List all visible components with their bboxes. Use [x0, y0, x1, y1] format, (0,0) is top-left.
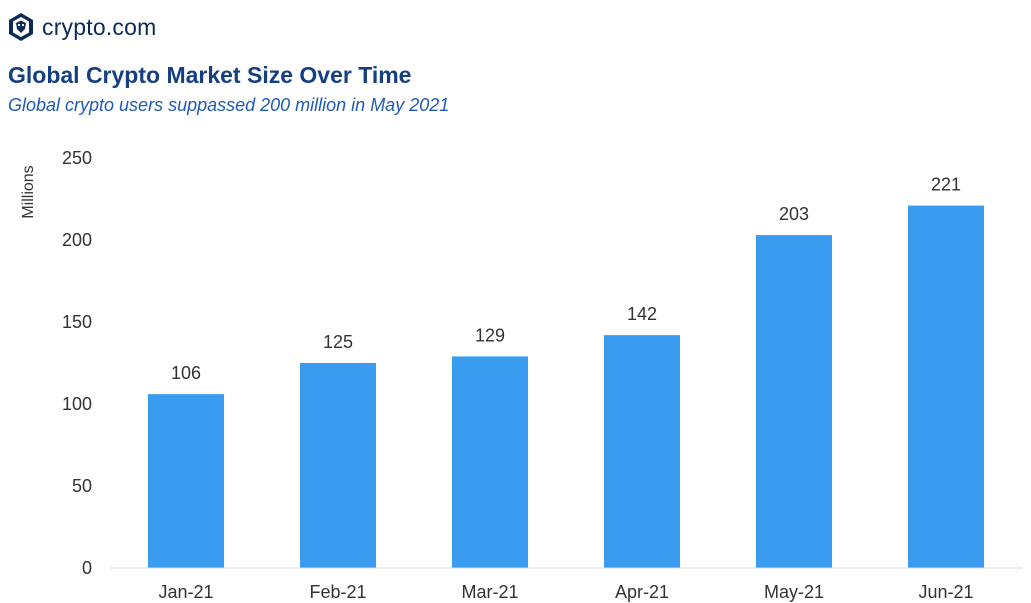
bar-apr-21	[604, 335, 680, 568]
bar-mar-21	[452, 356, 528, 568]
data-label-apr-21: 142	[627, 304, 657, 324]
chart-title: Global Crypto Market Size Over Time	[8, 62, 412, 88]
x-tick-label: Feb-21	[309, 582, 366, 602]
y-tick-label: 200	[62, 230, 92, 250]
y-tick-label: 100	[62, 394, 92, 414]
chart-subtitle: Global crypto users suppassed 200 millio…	[8, 95, 450, 115]
bar-jun-21	[908, 205, 984, 568]
y-tick-label: 0	[82, 558, 92, 578]
bar-may-21	[756, 235, 832, 568]
data-label-feb-21: 125	[323, 332, 353, 352]
data-label-may-21: 203	[779, 204, 809, 224]
brand: crypto.com	[8, 12, 156, 42]
brand-name: crypto.com	[42, 13, 157, 40]
x-tick-label: Apr-21	[615, 582, 669, 602]
bars-group: 106 125 129 142 203 221	[148, 175, 984, 568]
y-axis-ticks: 0 50 100 150 200 250	[62, 148, 92, 578]
y-tick-label: 50	[72, 476, 92, 496]
y-axis-title: Millions	[20, 165, 37, 218]
x-tick-label: May-21	[764, 582, 824, 602]
x-tick-label: Jan-21	[158, 582, 213, 602]
crypto-com-logo-icon	[9, 13, 33, 41]
y-tick-label: 150	[62, 312, 92, 332]
bar-jan-21	[148, 394, 224, 568]
y-tick-label: 250	[62, 148, 92, 168]
bar-feb-21	[300, 363, 376, 568]
data-label-jun-21: 221	[931, 175, 961, 195]
x-tick-label: Jun-21	[918, 582, 973, 602]
data-label-mar-21: 129	[475, 325, 505, 345]
data-label-jan-21: 106	[171, 363, 201, 383]
y-axis-title-group: Millions	[20, 165, 37, 218]
x-tick-label: Mar-21	[461, 582, 518, 602]
x-axis: Jan-21 Feb-21 Mar-21 Apr-21 May-21 Jun-21	[110, 567, 1022, 602]
